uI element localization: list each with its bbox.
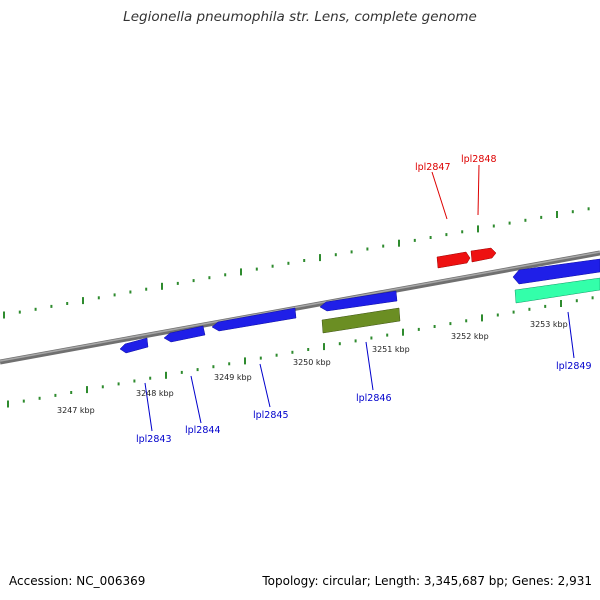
genome-backbone bbox=[0, 250, 600, 365]
gene-lpl2847-arrow[interactable] bbox=[436, 251, 471, 269]
accession-label: Accession: NC_006369 bbox=[9, 574, 146, 588]
gene-lpl2849-arrow[interactable] bbox=[512, 258, 600, 285]
axis-label-3249: 3249 kbp bbox=[214, 373, 252, 382]
gene-label-lpl2847[interactable]: lpl2847 bbox=[415, 162, 451, 173]
axis-label-3248: 3248 kbp bbox=[136, 389, 174, 398]
axis-label-3250: 3250 kbp bbox=[293, 358, 331, 367]
axis-label-3252: 3252 kbp bbox=[451, 332, 489, 341]
gene-lpl2844-arrow[interactable] bbox=[163, 325, 206, 343]
genome-backbone-highlight bbox=[0, 251, 600, 362]
map-title: Legionella pneumophila str. Lens, comple… bbox=[123, 9, 477, 25]
gene-label-lpl2846[interactable]: lpl2846 bbox=[356, 393, 392, 404]
gene-label-lpl2845[interactable]: lpl2845 bbox=[253, 410, 289, 421]
gene-lpl2846-feature[interactable] bbox=[321, 307, 401, 334]
axis-label-3251: 3251 kbp bbox=[372, 345, 410, 354]
gene-lpl2846-arrow[interactable] bbox=[319, 290, 398, 312]
lpl2848-leader bbox=[477, 164, 480, 216]
gene-lpl2849-feature[interactable] bbox=[514, 277, 600, 304]
gene-label-lpl2848[interactable]: lpl2848 bbox=[461, 154, 497, 165]
upper-tick-track bbox=[3, 207, 590, 319]
gene-label-lpl2844[interactable]: lpl2844 bbox=[185, 425, 221, 436]
genome-summary: Topology: circular; Length: 3,345,687 bp… bbox=[262, 574, 592, 588]
lpl2847-leader bbox=[431, 171, 448, 220]
axis-label-3247: 3247 kbp bbox=[57, 406, 95, 415]
lpl2845-leader bbox=[259, 363, 271, 408]
gene-lpl2843-arrow[interactable] bbox=[119, 337, 149, 354]
lpl2844-leader bbox=[190, 375, 202, 424]
lpl2843-leader bbox=[144, 382, 153, 432]
gene-lpl2845-arrow[interactable] bbox=[211, 307, 297, 332]
gene-label-lpl2849[interactable]: lpl2849 bbox=[556, 361, 592, 372]
lpl2849-leader bbox=[567, 311, 575, 359]
lpl2846-leader bbox=[365, 341, 374, 391]
lower-tick-track bbox=[7, 296, 594, 408]
gene-label-lpl2843[interactable]: lpl2843 bbox=[136, 434, 172, 445]
gene-lpl2848-arrow[interactable] bbox=[470, 247, 497, 263]
axis-label-3253: 3253 kbp bbox=[530, 320, 568, 329]
